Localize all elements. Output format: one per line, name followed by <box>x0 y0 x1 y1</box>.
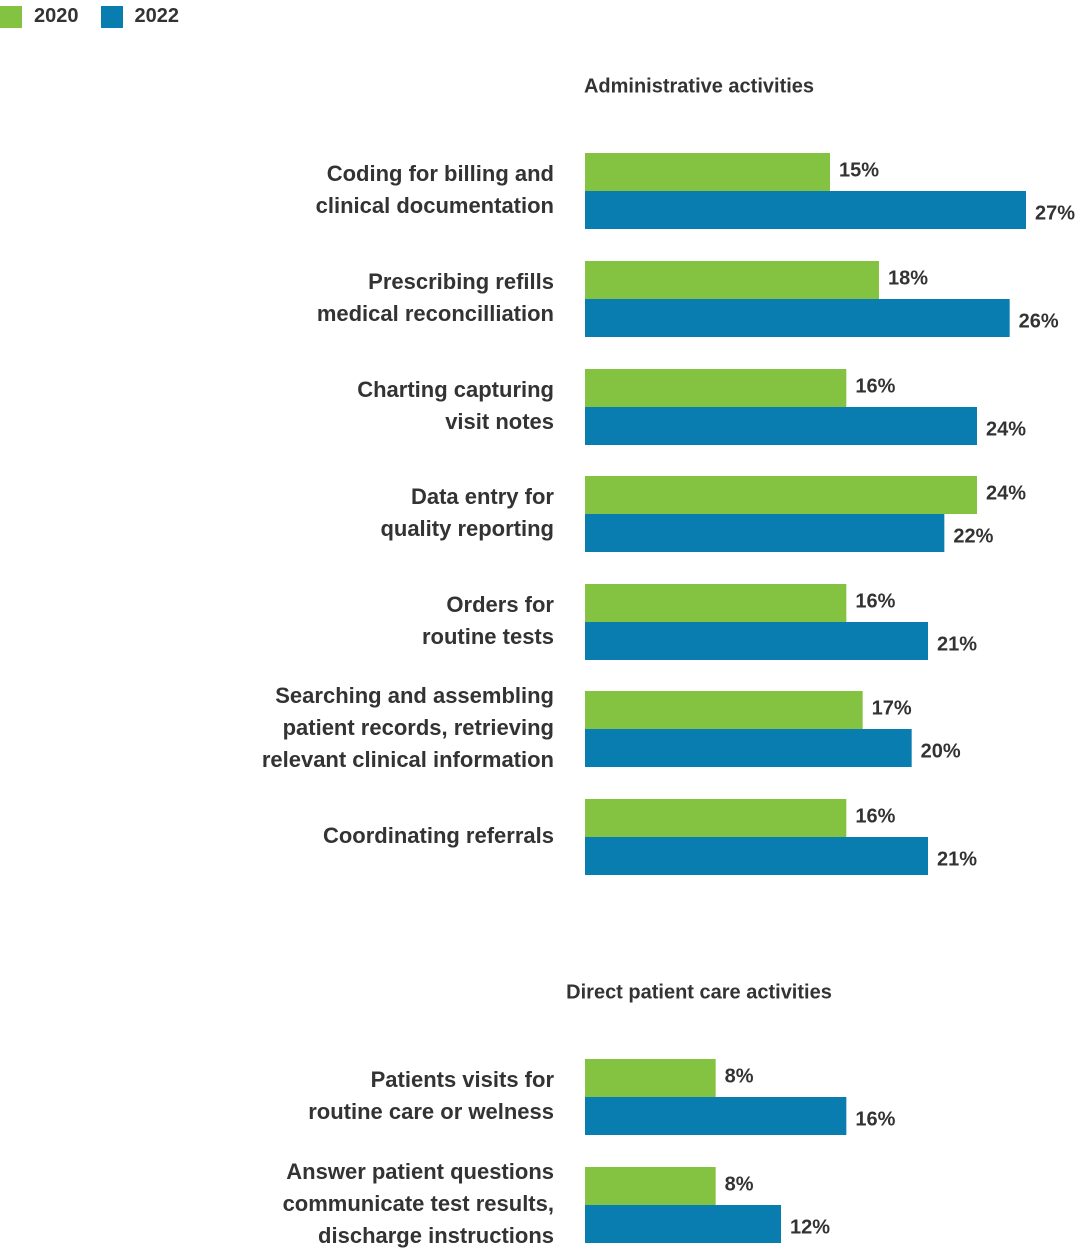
bar-2022 <box>585 622 928 660</box>
group-title: Administrative activities <box>584 75 814 97</box>
category-label: Prescribing refills <box>368 269 554 294</box>
legend-label-2020: 2020 <box>34 5 79 27</box>
category-label: Searching and assembling <box>275 683 554 708</box>
category-label: routine tests <box>422 624 554 649</box>
category-label: communicate test results, <box>283 1191 554 1216</box>
category-label: Coding for billing and <box>327 161 554 186</box>
bar-2020 <box>585 476 977 514</box>
legend-swatch-2022 <box>100 5 123 28</box>
category-label: clinical documentation <box>316 193 554 218</box>
data-label-2022: 21% <box>937 848 977 870</box>
bar-2022 <box>585 191 1026 229</box>
legend-swatch-2020 <box>0 5 22 28</box>
data-label-2020: 16% <box>855 375 895 397</box>
category-label: Orders for <box>446 592 554 617</box>
category-label: quality reporting <box>380 516 554 541</box>
bar-2020 <box>585 799 847 837</box>
bar-2020 <box>585 691 863 729</box>
data-label-2022: 20% <box>921 740 961 762</box>
bar-2022 <box>585 1205 781 1243</box>
bar-2022 <box>585 1097 847 1135</box>
category-label: medical reconcilliation <box>317 301 554 326</box>
data-label-2020: 17% <box>872 697 912 719</box>
category-label: routine care or welness <box>308 1099 554 1124</box>
bar-2022 <box>585 729 912 767</box>
legend: 2020 2022 <box>0 5 201 28</box>
category-label: Answer patient questions <box>286 1159 554 1184</box>
bar-2022 <box>585 514 945 552</box>
data-label-2020: 8% <box>725 1065 754 1087</box>
bar-2020 <box>585 1167 716 1205</box>
category-label: patient records, retrieving <box>283 715 554 740</box>
data-label-2020: 8% <box>725 1173 754 1195</box>
data-label-2022: 26% <box>1019 310 1059 332</box>
data-label-2022: 12% <box>790 1216 830 1238</box>
data-label-2020: 15% <box>839 159 879 181</box>
bar-2020 <box>585 261 879 299</box>
data-label-2020: 18% <box>888 267 928 289</box>
legend-label-2022: 2022 <box>134 5 180 27</box>
group-title: Direct patient care activities <box>566 981 832 1003</box>
bar-2020 <box>585 153 830 191</box>
data-label-2022: 21% <box>937 633 977 655</box>
category-label: Patients visits for <box>371 1067 555 1092</box>
category-label: relevant clinical information <box>262 747 554 772</box>
data-label-2020: 24% <box>986 482 1026 504</box>
category-label: discharge instructions <box>318 1223 554 1248</box>
bar-2022 <box>585 299 1010 337</box>
data-label-2022: 16% <box>855 1108 895 1130</box>
category-label: Data entry for <box>411 484 554 509</box>
category-label: Charting capturing <box>357 377 554 402</box>
data-label-2022: 24% <box>986 418 1026 440</box>
data-label-2020: 16% <box>855 590 895 612</box>
data-label-2022: 27% <box>1035 202 1075 224</box>
data-label-2022: 22% <box>953 525 993 547</box>
bar-2022 <box>585 407 977 445</box>
bar-2022 <box>585 837 928 875</box>
legend-item-2020: 2020 <box>0 5 79 28</box>
bar-2020 <box>585 584 847 622</box>
data-label-2020: 16% <box>855 805 895 827</box>
bar-2020 <box>585 1059 716 1097</box>
category-label: Coordinating referrals <box>323 823 554 848</box>
bar-2020 <box>585 369 847 407</box>
legend-item-2022: 2022 <box>100 5 180 28</box>
category-label: visit notes <box>445 409 554 434</box>
